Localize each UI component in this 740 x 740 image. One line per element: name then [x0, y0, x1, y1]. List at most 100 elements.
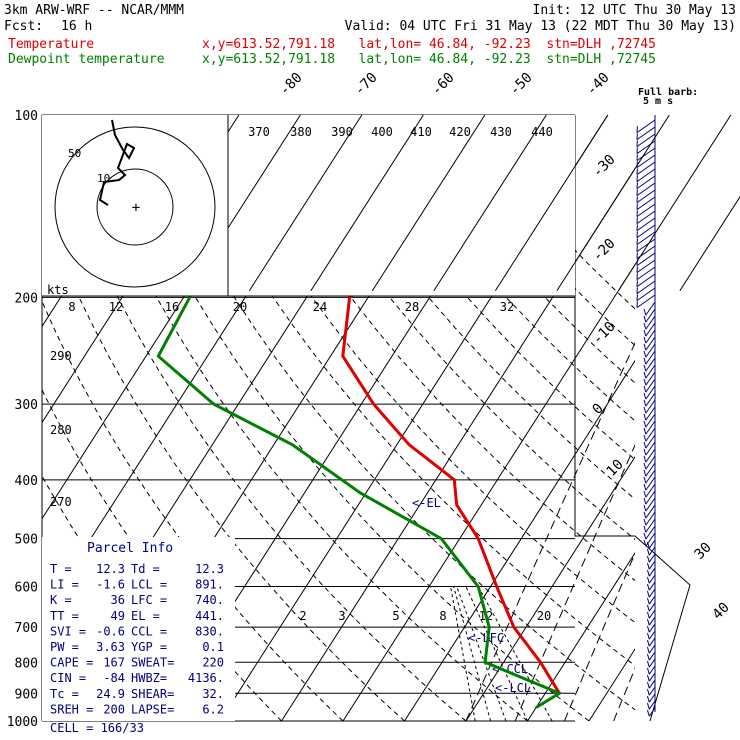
parcel-info-row: PW = 3.63 YGP = 0.1	[50, 640, 224, 654]
wind-barb-tick	[636, 154, 656, 169]
dry-adiabat	[42, 388, 282, 721]
parcel-info-value: 36	[111, 593, 125, 607]
dry-adiabat	[202, 115, 635, 624]
parcel-info-value: 4136.	[188, 671, 224, 685]
wind-barb-flag	[646, 639, 650, 647]
wind-barb-tick	[648, 595, 656, 605]
mixing-ratio-line	[465, 586, 528, 721]
dry-adiabat	[139, 115, 635, 711]
pressure-tick-label: 700	[15, 621, 38, 636]
mixing-ratio-line	[453, 586, 492, 721]
parcel-info-label: SWEAT=	[131, 656, 174, 670]
wind-barb	[636, 182, 656, 197]
inset-isotherm	[227, 114, 301, 229]
wind-barb-flag	[646, 541, 650, 549]
wind-barb	[636, 273, 656, 288]
parcel-info-row: LI = -1.6 LCL = 891.	[50, 578, 224, 592]
wind-barb	[643, 427, 656, 442]
wind-barb-tick	[636, 168, 656, 183]
wind-barb-tick	[636, 294, 656, 309]
parcel-info-label: LAPSE=	[131, 702, 174, 716]
wind-barb-flag	[643, 378, 647, 386]
theta-e-label: 280	[50, 423, 72, 437]
wind-barb-flag	[646, 660, 650, 668]
isotherm-line	[527, 552, 635, 721]
level-marker-el: <-EL	[412, 496, 441, 510]
legend-temperature: Temperature	[8, 37, 95, 52]
parcel-info-label: CIN =	[50, 671, 86, 685]
wind-barb-flag	[643, 441, 647, 449]
isotherm-label: -30	[590, 152, 619, 181]
wind-barb-flag	[636, 140, 638, 147]
wind-barb-tick	[645, 322, 656, 337]
wind-barb-tick	[645, 336, 656, 351]
wind-barb	[643, 392, 656, 407]
wind-barb-tick	[645, 490, 656, 505]
wind-barb-tick	[636, 273, 656, 288]
isotherm-label: -20	[590, 236, 619, 265]
wind-barb	[636, 210, 656, 225]
hodograph-trace	[98, 119, 136, 206]
pressure-tick-label: 400	[15, 474, 38, 489]
wind-barb-flag	[636, 196, 638, 203]
inset-background	[42, 115, 575, 296]
wind-barb	[636, 133, 656, 148]
wind-barb-tick	[645, 434, 656, 449]
wind-barb-tick	[645, 476, 656, 491]
wind-barb-tick	[645, 329, 656, 344]
dry-adiabat	[75, 115, 528, 721]
wind-barb	[636, 126, 656, 141]
wind-barb-flag	[643, 497, 647, 505]
parcel-info-value: 740.	[195, 593, 224, 607]
wind-barb-tick	[648, 693, 656, 703]
wind-barb-tick	[636, 280, 656, 295]
pressure-tick-label: 600	[15, 581, 38, 596]
wind-barb-tick	[645, 441, 656, 456]
wind-barb	[636, 189, 656, 204]
pressure-tick-label: 1000	[7, 715, 38, 730]
wind-barb	[646, 651, 656, 661]
wind-barb-flag	[646, 611, 650, 619]
dry-adiabat	[362, 115, 635, 422]
wind-barb	[646, 595, 656, 605]
parcel-info-label: K =	[50, 593, 72, 607]
wind-barb	[643, 525, 656, 540]
wind-barb	[636, 140, 656, 155]
wind-barb	[636, 294, 656, 309]
isotherm-line	[342, 263, 635, 721]
wind-barb-tick	[645, 343, 656, 358]
legend-dewpoint: Dewpoint temperature	[8, 52, 165, 67]
theta-label: 380	[290, 125, 312, 139]
isotherm-label: -40	[584, 70, 613, 99]
isotherm-label: -60	[429, 70, 458, 99]
wind-barb-tick	[636, 147, 656, 162]
parcel-info-value: 12.3	[96, 562, 125, 576]
parcel-info-value: 200	[103, 702, 125, 716]
wind-barb-tick	[645, 504, 656, 519]
wind-barb-tick	[645, 315, 656, 330]
wind-barb-flag	[636, 147, 638, 154]
parcel-info-value: 24.9	[96, 687, 125, 701]
wind-barb-flag	[643, 455, 647, 463]
parcel-info-label: LI =	[50, 578, 79, 592]
wind-barb-tick	[645, 427, 656, 442]
wind-barb-flag	[643, 322, 647, 330]
wind-barb	[636, 203, 656, 218]
dry-adiabat	[42, 300, 344, 721]
parcel-info-label: SHEAR=	[131, 687, 174, 701]
parcel-info-value: 0.1	[202, 640, 224, 654]
wind-barb	[636, 196, 656, 211]
wind-barb-flag	[643, 483, 647, 491]
wind-barb	[643, 322, 656, 337]
isotherm-line	[712, 115, 740, 721]
wind-barb-tick	[648, 665, 656, 675]
wind-barb-tick	[645, 406, 656, 421]
wind-barb	[643, 476, 656, 491]
wind-barb-flag	[643, 357, 647, 365]
isotherm-label: -80	[277, 70, 306, 99]
wind-barb-flag	[643, 469, 647, 477]
wind-barb-tick	[636, 126, 656, 141]
wind-barb-flag	[636, 133, 638, 140]
wind-barb-tick	[645, 518, 656, 533]
moist-adiabat	[663, 297, 740, 721]
